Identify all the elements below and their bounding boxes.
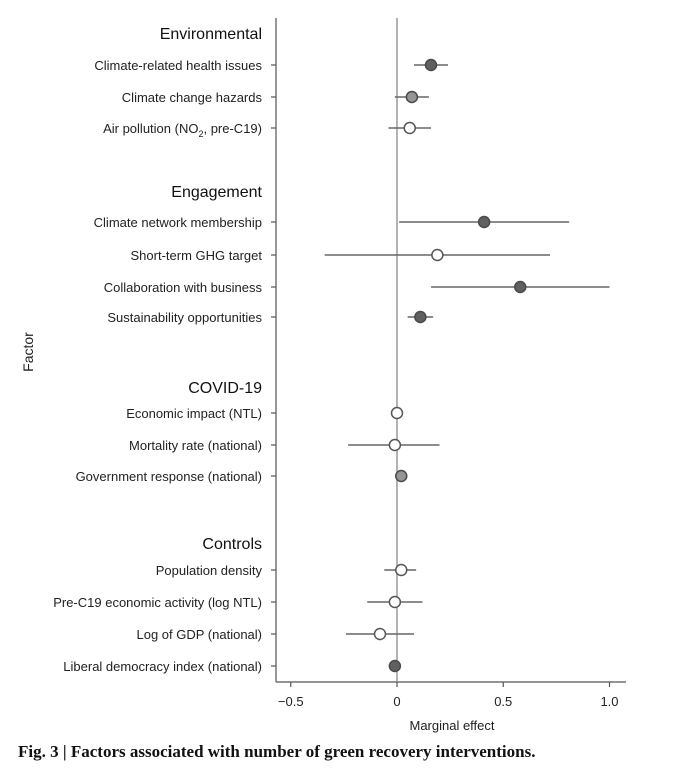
factor-label: Climate network membership [94, 215, 262, 230]
factor-label-suffix: , pre-C19) [203, 121, 262, 136]
figure-caption: Fig. 3 | Factors associated with number … [18, 742, 678, 762]
x-tick-label: 0 [393, 694, 400, 709]
group-header: Environmental [160, 26, 262, 43]
caption-prefix: Fig. 3 | [18, 742, 71, 761]
factor-label-text: Climate change hazards [122, 90, 263, 105]
y-axis-label: Factor [20, 332, 36, 372]
x-tick-label: −0.5 [278, 694, 304, 709]
point-estimate [431, 248, 444, 262]
point-estimate [388, 659, 402, 673]
factor-label: Population density [156, 563, 263, 578]
factor-label: Climate change hazards [122, 90, 263, 105]
factor-label-text: Mortality rate (national) [129, 438, 262, 453]
caption-text: Factors associated with number of green … [70, 742, 536, 761]
x-tick-label: 1.0 [600, 694, 618, 709]
factor-label: Air pollution (NO2, pre-C19) [103, 121, 262, 139]
factor-label-text: Air pollution (NO [103, 121, 198, 136]
factor-label-text: Climate network membership [94, 215, 262, 230]
factor-label: Short-term GHG target [131, 248, 263, 263]
factor-label-text: Sustainability opportunities [107, 310, 262, 325]
factor-label: Economic impact (NTL) [126, 406, 262, 421]
point-estimate [414, 310, 427, 324]
point-estimate [477, 215, 491, 229]
factor-label: Pre-C19 economic activity (log NTL) [53, 595, 262, 610]
factor-label: Log of GDP (national) [137, 627, 263, 642]
point-estimate [514, 280, 527, 294]
factor-label-text: Government response (national) [76, 469, 262, 484]
point-estimate [395, 563, 408, 577]
factor-label-text: Short-term GHG target [131, 248, 263, 263]
forest-plot: Factor Marginal effect −0.5 0 0.5 1.0 Enviro… [20, 18, 626, 733]
group-header: Controls [202, 536, 262, 553]
point-estimate [395, 469, 408, 483]
point-estimate [388, 595, 402, 609]
factor-label-text: Log of GDP (national) [137, 627, 263, 642]
factor-label-text: Population density [156, 563, 263, 578]
chart-layer: −0.5 0 0.5 1.0 Environmental Climate-related … [53, 18, 626, 709]
x-tick-label: 0.5 [494, 694, 512, 709]
point-estimate [373, 627, 387, 641]
x-axis-label: Marginal effect [409, 718, 494, 733]
factor-label: Government response (national) [76, 469, 262, 484]
group-header: Engagement [171, 184, 262, 201]
factor-label: Sustainability opportunities [107, 310, 262, 325]
factor-label: Liberal democracy index (national) [63, 659, 262, 674]
factor-label-text: Climate-related health issues [94, 58, 262, 73]
factor-label: Mortality rate (national) [129, 438, 262, 453]
factor-label: Collaboration with business [104, 280, 263, 295]
point-estimate [405, 90, 419, 104]
factor-label-text: Liberal democracy index (national) [63, 659, 262, 674]
factor-label-text: Economic impact (NTL) [126, 406, 262, 421]
point-estimate [424, 58, 438, 72]
factor-label-text: Collaboration with business [104, 280, 263, 295]
factor-label: Climate-related health issues [94, 58, 262, 73]
factor-label-subscript: 2 [198, 129, 203, 139]
point-estimate [390, 406, 404, 420]
group-header: COVID-19 [188, 380, 262, 397]
point-estimate [403, 121, 416, 135]
point-estimate [388, 438, 402, 452]
factor-label-text: Pre-C19 economic activity (log NTL) [53, 595, 262, 610]
